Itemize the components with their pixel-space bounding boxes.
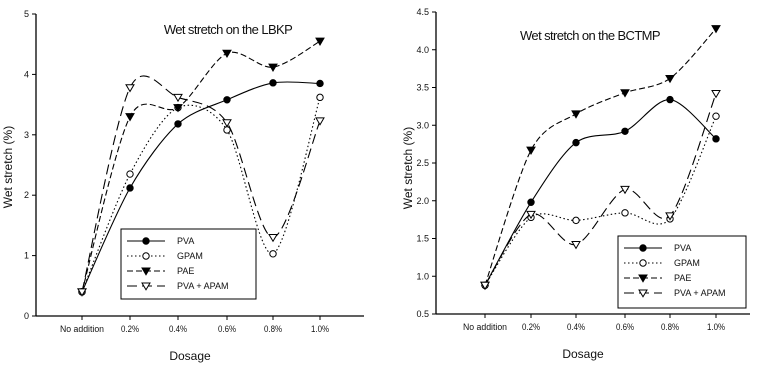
x-tick-label: 1.0%: [311, 324, 329, 334]
data-point: [126, 170, 134, 178]
y-tick-label: 4.5: [416, 7, 429, 17]
x-tick-label: No addition: [60, 324, 104, 334]
y-tick-label: 1.0: [416, 271, 429, 281]
legend-marker: [638, 274, 648, 283]
data-point: [316, 93, 324, 102]
series-line: [81, 75, 321, 292]
data-point: [268, 63, 278, 72]
data-point: [126, 184, 134, 192]
data-point: [712, 135, 720, 143]
legend-label: GPAM: [177, 251, 203, 261]
data-point: [315, 37, 325, 46]
y-tick-label: 1.5: [416, 234, 429, 244]
x-axis-label: Dosage: [169, 349, 211, 363]
series-line: [484, 93, 717, 286]
y-tick-label: 2.5: [416, 158, 429, 168]
legend-marker: [141, 282, 151, 291]
legend-label: PAE: [177, 266, 194, 276]
data-point: [711, 90, 721, 99]
y-tick-label: 4.0: [416, 45, 429, 55]
data-point: [480, 281, 490, 291]
data-point: [125, 84, 135, 93]
series-pva-apam: [77, 75, 325, 297]
data-point: [526, 146, 536, 155]
legend: PVA GPAM PAE PVA + APAM: [617, 235, 747, 309]
data-point: [316, 79, 324, 88]
y-tick-label: 1: [24, 251, 29, 261]
data-point: [77, 288, 87, 297]
legend-marker: [639, 244, 647, 252]
data-point: [526, 210, 536, 220]
data-point: [222, 49, 232, 59]
y-tick-label: 0.5: [416, 309, 429, 319]
y-axis-label: Wet stretch (%): [1, 126, 15, 208]
x-tick-label: No addition: [463, 322, 507, 332]
data-point: [269, 79, 277, 87]
legend-label: PVA + APAM: [674, 288, 725, 298]
legend-label: GPAM: [674, 258, 700, 268]
y-tick-label: 4: [24, 69, 29, 79]
data-point: [269, 250, 277, 258]
y-tick-label: 3.0: [416, 120, 429, 130]
data-point: [527, 198, 535, 206]
legend-marker: [142, 237, 150, 245]
data-point: [268, 233, 278, 243]
chart-title: Wet stretch on the BCTMP: [520, 28, 660, 43]
series-pva: [481, 95, 720, 290]
series-line: [484, 115, 717, 286]
legend: PVA GPAM PAE PVA + APAM: [120, 228, 257, 300]
x-tick-label: 0.8%: [661, 322, 679, 332]
y-tick-label: 3.5: [416, 83, 429, 93]
data-point: [222, 119, 232, 128]
data-point: [666, 95, 674, 104]
x-tick-label: 0.8%: [264, 324, 282, 334]
data-point: [571, 241, 581, 250]
data-point: [665, 74, 675, 84]
series-pva-apam: [480, 90, 721, 291]
legend-marker: [638, 289, 648, 298]
chart-1: 0 1 2 3 4 5 No addition 0.2% 0.4% 0.6% 0.8% 1.0% Dos…: [1, 9, 364, 363]
data-point: [621, 127, 629, 135]
chart-title: Wet stretch on the LBKP: [164, 22, 292, 37]
x-tick-label: 0.2%: [522, 322, 540, 332]
x-tick-label: 0.6%: [616, 322, 634, 332]
data-point: [620, 185, 630, 195]
x-axis-label: Dosage: [562, 347, 604, 361]
legend-label: PVA + APAM: [177, 281, 228, 291]
data-point: [174, 120, 182, 128]
chart-2: 0.5 1.0 1.5 2.0 2.5 3.0 3.5 4.0 4.5 No addition 0.…: [401, 7, 750, 361]
data-point: [173, 104, 183, 113]
y-tick-label: 2.0: [416, 196, 429, 206]
y-axis-label: Wet stretch (%): [401, 127, 415, 209]
data-point: [571, 110, 581, 119]
legend-label: PVA: [674, 243, 691, 253]
data-point: [223, 96, 231, 104]
data-point: [125, 113, 135, 122]
y-tick-label: 2: [24, 190, 29, 200]
legend-marker: [141, 267, 151, 276]
data-point: [223, 126, 231, 134]
x-tick-label: 1.0%: [707, 322, 725, 332]
data-point: [712, 112, 720, 120]
y-tick-label: 5: [24, 9, 29, 19]
x-tick-label: 0.6%: [218, 324, 236, 334]
legend-marker: [639, 259, 647, 267]
data-point: [572, 138, 580, 147]
legend-label: PVA: [177, 236, 194, 246]
x-tick-label: 0.2%: [121, 324, 139, 334]
legend-marker: [142, 252, 150, 260]
y-tick-label: 0: [24, 311, 29, 321]
data-point: [572, 216, 580, 225]
data-point: [620, 89, 630, 98]
x-tick-label: 0.4%: [169, 324, 187, 334]
x-tick-label: 0.4%: [567, 322, 585, 332]
data-point: [315, 117, 325, 126]
y-tick-label: 3: [24, 130, 29, 140]
data-point: [173, 93, 183, 103]
data-point: [711, 25, 721, 34]
data-point: [665, 212, 675, 221]
data-point: [621, 209, 629, 217]
legend-label: PAE: [674, 273, 691, 283]
